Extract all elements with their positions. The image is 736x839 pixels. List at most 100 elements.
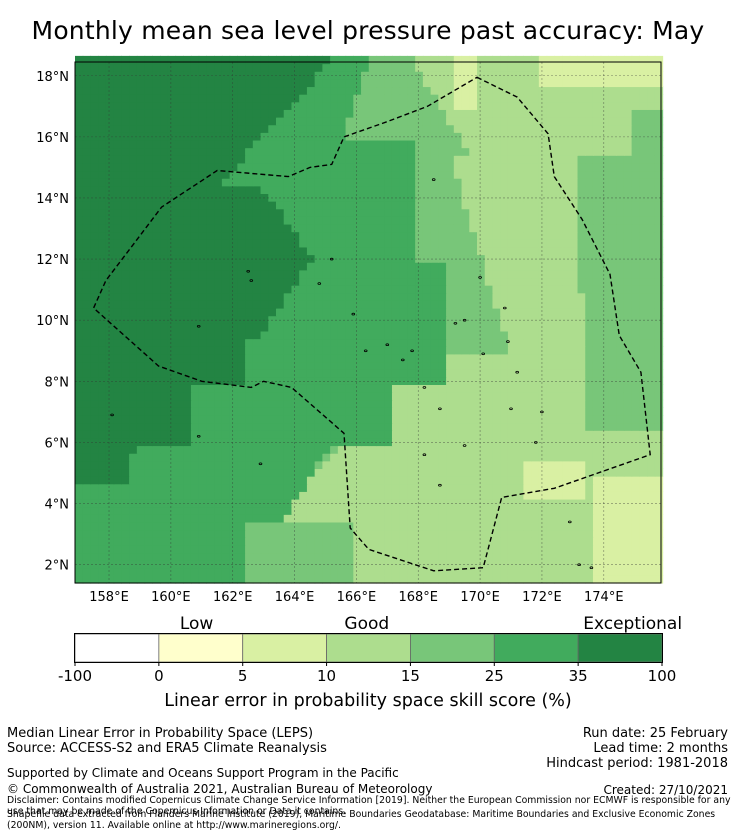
heatmap-cell	[252, 506, 262, 515]
heatmap-cell	[245, 506, 254, 515]
heatmap-cell	[82, 139, 92, 149]
heatmap-cell	[422, 407, 432, 416]
heatmap-cell	[569, 139, 579, 149]
heatmap-cell	[361, 361, 370, 370]
heatmap-cell	[260, 330, 269, 340]
heatmap-cell	[616, 231, 625, 240]
heatmap-cell	[415, 216, 424, 225]
heatmap-cell	[337, 78, 347, 88]
heatmap-cell	[368, 223, 378, 233]
heatmap-cell	[299, 476, 308, 485]
heatmap-cell	[330, 392, 339, 401]
heatmap-cell	[647, 567, 656, 576]
heatmap-cell	[276, 445, 285, 454]
heatmap-cell	[639, 178, 648, 187]
heatmap-cell	[477, 567, 486, 576]
heatmap-cell	[446, 430, 455, 439]
heatmap-cell	[500, 285, 509, 294]
heatmap-cell	[306, 514, 316, 523]
heatmap-cell	[600, 269, 610, 279]
heatmap-cell	[639, 468, 648, 477]
heatmap-cell	[600, 193, 610, 202]
heatmap-cell	[361, 514, 370, 523]
heatmap-cell	[562, 384, 571, 393]
heatmap-cell	[492, 453, 501, 462]
heatmap-cell	[469, 483, 478, 492]
heatmap-cell	[647, 269, 656, 279]
heatmap-cell	[577, 369, 586, 378]
heatmap-cell	[430, 239, 439, 248]
heatmap-cell	[361, 376, 370, 385]
heatmap-cell	[221, 223, 231, 233]
heatmap-cell	[353, 323, 362, 332]
heatmap-cell	[276, 506, 285, 515]
heatmap-cell	[577, 399, 586, 408]
heatmap-cell	[531, 208, 540, 217]
heatmap-cell	[438, 109, 447, 118]
heatmap-cell	[206, 407, 215, 416]
heatmap-cell	[268, 117, 277, 126]
heatmap-cell	[531, 285, 540, 294]
heatmap-cell	[276, 560, 285, 569]
heatmap-cell	[283, 498, 293, 508]
heatmap-cell	[291, 346, 300, 355]
heatmap-cell	[175, 483, 184, 492]
heatmap-cell	[453, 330, 463, 340]
heatmap-cell	[345, 476, 354, 485]
heatmap-cell	[314, 155, 323, 164]
heatmap-cell	[600, 239, 610, 248]
heatmap-cell	[453, 285, 463, 294]
heatmap-cell	[577, 208, 586, 217]
heatmap-cell	[237, 208, 246, 217]
heatmap-cell	[600, 330, 610, 340]
heatmap-cell	[206, 498, 215, 508]
heatmap-cell	[500, 216, 509, 225]
heatmap-cell	[237, 307, 246, 317]
heatmap-cell	[190, 307, 200, 317]
heatmap-cell	[484, 445, 494, 454]
heatmap-cell	[291, 575, 300, 584]
heatmap-cell	[600, 292, 610, 301]
heatmap-cell	[260, 414, 269, 424]
heatmap-cell	[167, 384, 177, 393]
heatmap-cell	[144, 460, 153, 470]
heatmap-cell	[121, 422, 130, 431]
heatmap-cell	[368, 353, 378, 363]
heatmap-cell	[399, 223, 409, 233]
heatmap-cell	[299, 178, 308, 187]
heatmap-cell	[438, 178, 447, 187]
heatmap-cell	[98, 560, 107, 569]
heatmap-cell	[90, 498, 99, 508]
heatmap-cell	[554, 185, 563, 194]
heatmap-cell	[585, 544, 594, 554]
heatmap-cell	[616, 330, 625, 340]
heatmap-cell	[221, 300, 231, 309]
heatmap-cell	[507, 544, 517, 554]
heatmap-cell	[592, 178, 602, 187]
heatmap-cell	[330, 246, 339, 256]
heatmap-cell	[237, 369, 246, 378]
heatmap-cell	[546, 269, 555, 279]
heatmap-cell	[538, 323, 548, 332]
heatmap-cell	[229, 353, 238, 363]
heatmap-cell	[175, 323, 184, 332]
heatmap-cell	[407, 437, 416, 447]
heatmap-cell	[337, 124, 347, 133]
heatmap-cell	[345, 86, 354, 95]
heatmap-cell	[206, 544, 215, 554]
heatmap-cell	[291, 86, 300, 95]
heatmap-cell	[82, 399, 92, 408]
heatmap-cell	[600, 170, 610, 179]
heatmap-cell	[600, 246, 610, 256]
heatmap-cell	[654, 193, 664, 202]
heatmap-cell	[623, 575, 633, 584]
heatmap-cell	[322, 537, 331, 546]
heatmap-cell	[569, 460, 579, 470]
heatmap-cell	[314, 307, 323, 317]
heatmap-cell	[113, 117, 122, 126]
heatmap-cell	[129, 476, 138, 485]
heatmap-cell	[268, 414, 277, 424]
heatmap-cell	[283, 338, 293, 347]
heatmap-cell	[90, 269, 99, 279]
heatmap-cell	[167, 353, 177, 363]
